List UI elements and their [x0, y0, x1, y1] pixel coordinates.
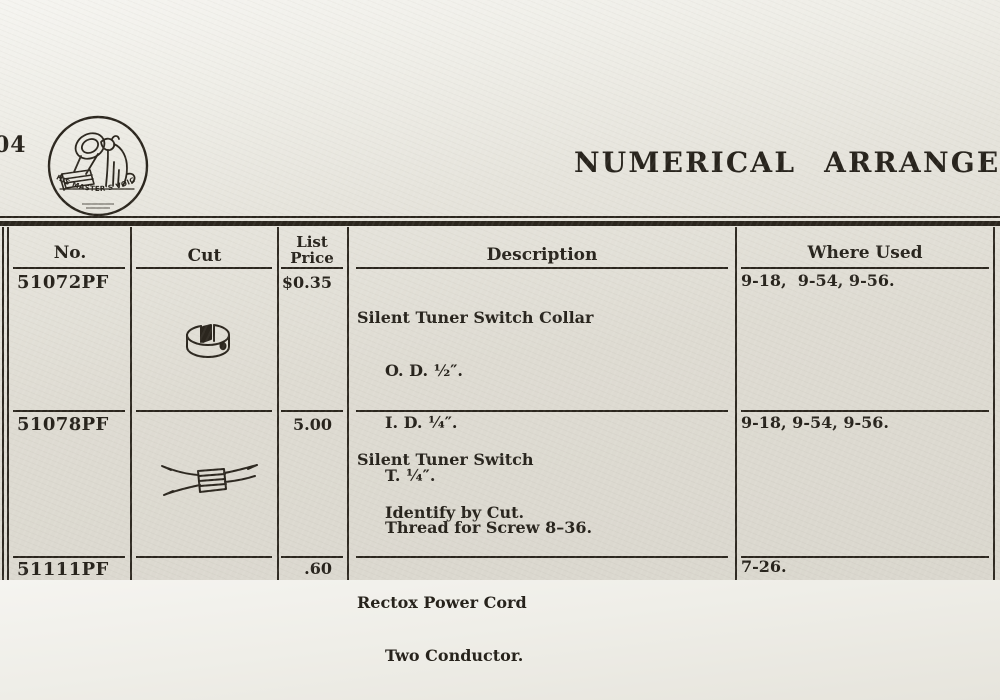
description-line: Rectox Power Cord — [357, 593, 527, 612]
col-rule-desc-where — [735, 227, 737, 580]
list-price: 5.00 — [293, 415, 332, 434]
col-rule-no-cut — [130, 227, 132, 580]
table-top-rule-thick — [0, 221, 1000, 226]
column-header-where-used: Where Used — [807, 243, 923, 263]
logo-circle — [47, 115, 149, 217]
page-number: 04 — [0, 132, 27, 158]
where-used-cell: 9-18, 9-54, 9-56. — [741, 413, 889, 432]
header-underline-desc — [356, 267, 728, 269]
column-header-description: Description — [486, 245, 598, 265]
description-line: I. D. ¼″. — [385, 413, 458, 432]
description-line: Two Conductor. — [385, 645, 524, 665]
table-left-outer-rule — [2, 227, 4, 580]
table-top-rule-thin — [0, 216, 1000, 218]
col-rule-price-desc — [347, 227, 349, 580]
row-sep1-price — [281, 410, 343, 412]
logo-fine-print — [82, 203, 114, 209]
gramophone-horn-icon — [73, 132, 106, 175]
dog-icon — [100, 135, 136, 187]
description-cell: Silent Tuner Switch Identify by Cut. — [357, 416, 534, 556]
row-sep2-desc — [356, 556, 728, 558]
row-sep1-where — [741, 410, 989, 412]
col-rule-cut-price — [277, 227, 279, 580]
header-underline-price — [281, 267, 343, 269]
description-cell: Silent Tuner Switch Collar O. D. ½″. I. … — [357, 274, 593, 572]
description-line: Identify by Cut. — [385, 502, 525, 522]
column-header-cut: Cut — [187, 246, 222, 266]
part-number: 51072PF — [17, 272, 109, 293]
row-sep2-no — [13, 556, 125, 558]
description-cell: Rectox Power Cord Two Conductor. — [357, 559, 527, 699]
description-line: T. ¼″. — [385, 465, 436, 485]
column-header-price: Price — [290, 249, 334, 267]
row-sep1-desc — [356, 410, 728, 412]
description-line: Thread for Screw 8–36. — [385, 518, 593, 537]
table-right-rule — [993, 227, 995, 580]
row-sep1-cut — [136, 410, 272, 412]
page-title: NUMERICAL ARRANGEMENT — [574, 146, 1000, 179]
row-sep2-where — [741, 556, 989, 558]
row-sep2-price — [281, 556, 343, 558]
where-used-cell: 9-18, 9-54, 9-56. — [741, 271, 895, 290]
catalog-page-scan: 04 HIS MASTER'S VOICE — [0, 0, 1000, 664]
description-line: Silent Tuner Switch — [357, 450, 534, 469]
his-masters-voice-logo: HIS MASTER'S VOICE — [44, 114, 149, 217]
collar-cut-drawing — [186, 324, 230, 358]
description-line: Silent Tuner Switch Collar — [357, 308, 594, 327]
phonograph-icon — [59, 169, 95, 191]
list-price: $0.35 — [281, 273, 332, 292]
row-sep1-no — [13, 410, 125, 412]
row-sep2-cut — [136, 556, 272, 558]
switch-cut-drawing — [161, 464, 258, 496]
header-underline-no — [13, 267, 125, 269]
list-price: .60 — [304, 559, 332, 578]
part-number: 51111PF — [17, 559, 109, 580]
header-underline-cut — [136, 267, 272, 269]
where-used-cell: 7-26. — [741, 557, 787, 576]
header-underline-where — [741, 267, 989, 269]
column-header-no: No. — [53, 243, 87, 263]
part-number: 51078PF — [17, 414, 109, 435]
column-header-list: List — [296, 233, 328, 251]
table-left-inner-rule — [7, 227, 9, 580]
description-line: O. D. ½″. — [385, 360, 463, 380]
